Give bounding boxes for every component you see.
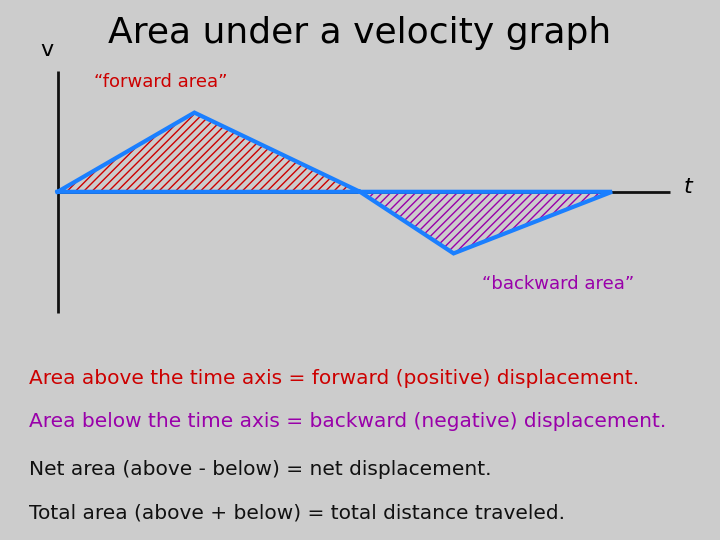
Text: “backward area”: “backward area”: [482, 275, 634, 293]
Text: Total area (above + below) = total distance traveled.: Total area (above + below) = total dista…: [29, 503, 564, 523]
Text: Area under a velocity graph: Area under a velocity graph: [109, 16, 611, 50]
Text: t: t: [684, 178, 693, 198]
Text: Area below the time axis = backward (negative) displacement.: Area below the time axis = backward (neg…: [29, 411, 666, 431]
Text: Area above the time axis = forward (positive) displacement.: Area above the time axis = forward (posi…: [29, 368, 639, 388]
Text: Net area (above - below) = net displacement.: Net area (above - below) = net displacem…: [29, 460, 491, 480]
Text: v: v: [40, 40, 53, 60]
Text: “forward area”: “forward area”: [94, 73, 227, 91]
